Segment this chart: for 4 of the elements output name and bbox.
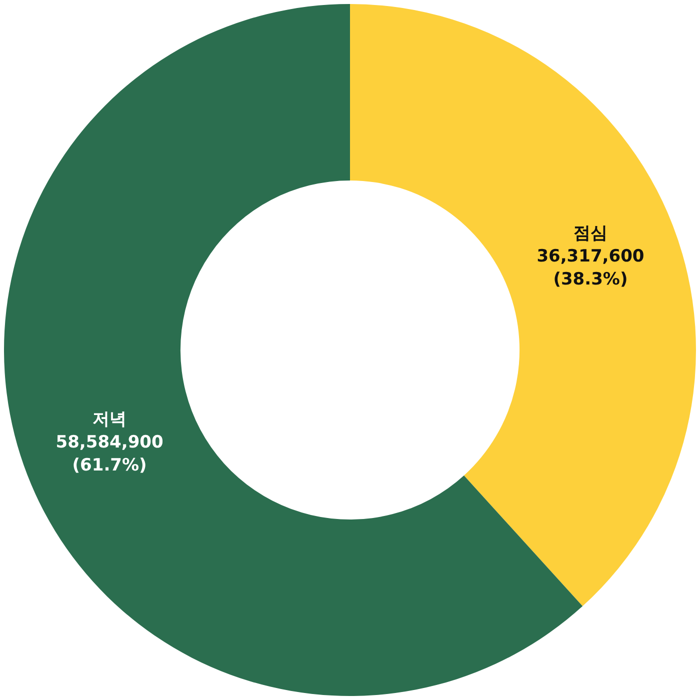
slice-label: 저녁	[92, 409, 127, 430]
slice-label: 점심	[573, 224, 608, 244]
data-label: 36,317,600 (38.3%)	[536, 246, 644, 290]
data-label: 58,584,900 (61.7%)	[56, 432, 164, 476]
